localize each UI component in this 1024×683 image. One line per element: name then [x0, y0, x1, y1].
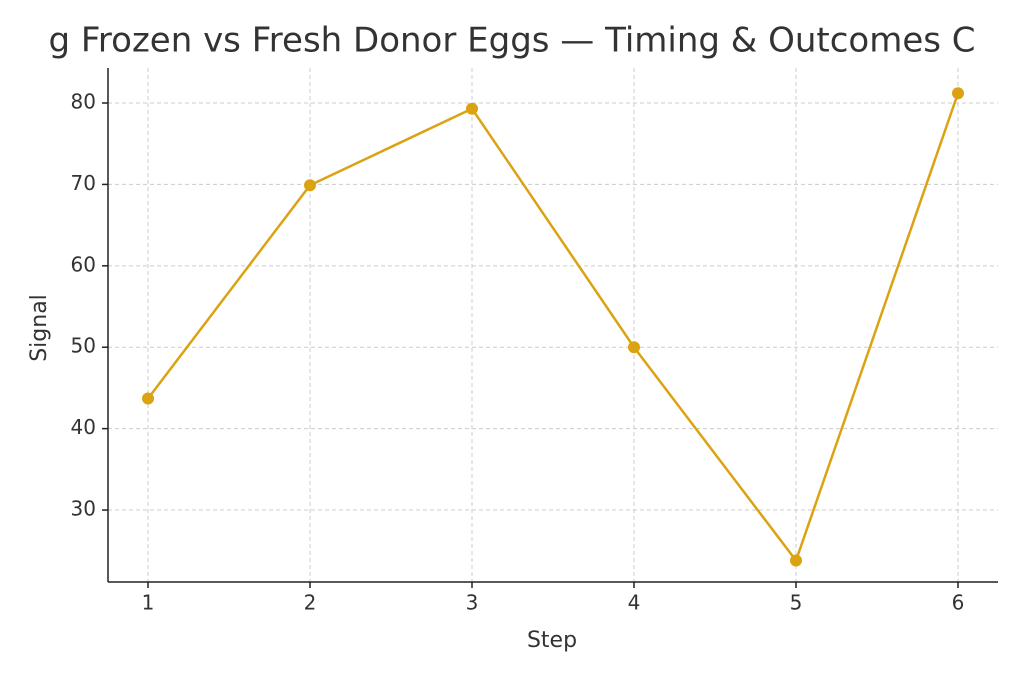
x-tick-label: 6: [952, 591, 965, 615]
x-tick-label: 1: [142, 591, 155, 615]
data-point: [789, 554, 802, 567]
x-tick-label: 2: [304, 591, 317, 615]
data-point: [142, 392, 155, 405]
y-tick-label: 40: [71, 415, 96, 439]
x-axis-label: Step: [527, 628, 577, 653]
y-tick-label: 50: [71, 334, 96, 358]
data-point: [627, 341, 640, 354]
data-point: [304, 179, 317, 192]
y-tick-label: 30: [71, 497, 96, 521]
x-tick-label: 4: [628, 591, 641, 615]
y-tick-label: 80: [71, 90, 96, 114]
y-tick-label: 60: [71, 252, 96, 276]
data-point: [466, 102, 479, 115]
x-tick-label: 5: [790, 591, 803, 615]
series-line: [147, 92, 960, 564]
x-tick-label: 3: [466, 591, 479, 615]
data-point: [951, 87, 964, 100]
y-axis-label: Signal: [27, 294, 52, 362]
chart-title: g Frozen vs Fresh Donor Eggs — Timing & …: [48, 21, 975, 61]
y-tick-label: 70: [71, 171, 96, 195]
